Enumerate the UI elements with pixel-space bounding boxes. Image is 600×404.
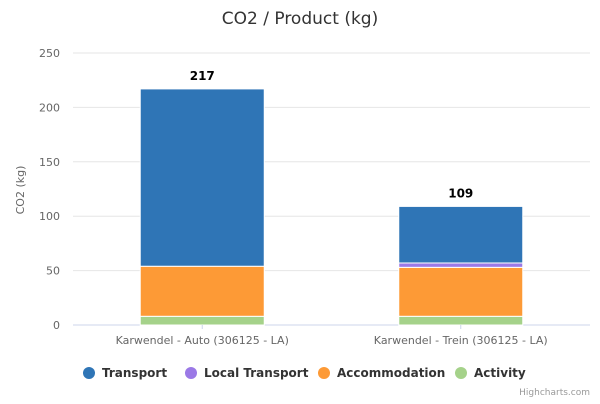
credits-link[interactable]: Highcharts.com [519, 388, 590, 398]
legend-marker [185, 367, 197, 379]
y-tick-label: 250 [39, 47, 60, 60]
y-axis-ticks: 0 50 100 150 200 250 [39, 47, 60, 332]
legend-item[interactable]: Accommodation [318, 366, 445, 380]
bar-segment[interactable] [139, 315, 265, 326]
chart-title: CO2 / Product (kg) [222, 9, 378, 29]
bar-segment[interactable] [139, 88, 265, 267]
y-tick-label: 50 [46, 265, 60, 278]
legend-label: Transport [102, 366, 167, 380]
bar-segment[interactable] [398, 205, 524, 264]
x-tick-label: Karwendel - Auto (306125 - LA) [116, 334, 289, 347]
y-axis-label: CO2 (kg) [14, 166, 27, 215]
x-tick-label: Karwendel - Trein (306125 - LA) [374, 334, 548, 347]
legend-item[interactable]: Transport [83, 366, 167, 380]
y-tick-label: 150 [39, 156, 60, 169]
total-label: 109 [448, 186, 473, 200]
legend: Transport Local Transport Accommodation Act… [83, 366, 526, 380]
x-axis-ticks: Karwendel - Auto (306125 - LA) Karwendel … [116, 325, 548, 347]
bar-segment[interactable] [398, 266, 524, 317]
bar-segment[interactable] [139, 265, 265, 317]
legend-marker [455, 367, 467, 379]
legend-label: Activity [474, 366, 526, 380]
bar-segment[interactable] [398, 262, 524, 268]
y-tick-label: 200 [39, 101, 60, 114]
bars [139, 88, 524, 326]
total-labels: 217 109 [190, 69, 474, 201]
legend-item[interactable]: Activity [455, 366, 526, 380]
legend-label: Local Transport [204, 366, 309, 380]
y-tick-label: 0 [53, 319, 60, 332]
legend-marker [318, 367, 330, 379]
y-tick-label: 100 [39, 210, 60, 223]
total-label: 217 [190, 69, 215, 83]
legend-item[interactable]: Local Transport [185, 366, 309, 380]
bar-segment[interactable] [398, 315, 524, 326]
legend-marker [83, 367, 95, 379]
legend-label: Accommodation [337, 366, 445, 380]
